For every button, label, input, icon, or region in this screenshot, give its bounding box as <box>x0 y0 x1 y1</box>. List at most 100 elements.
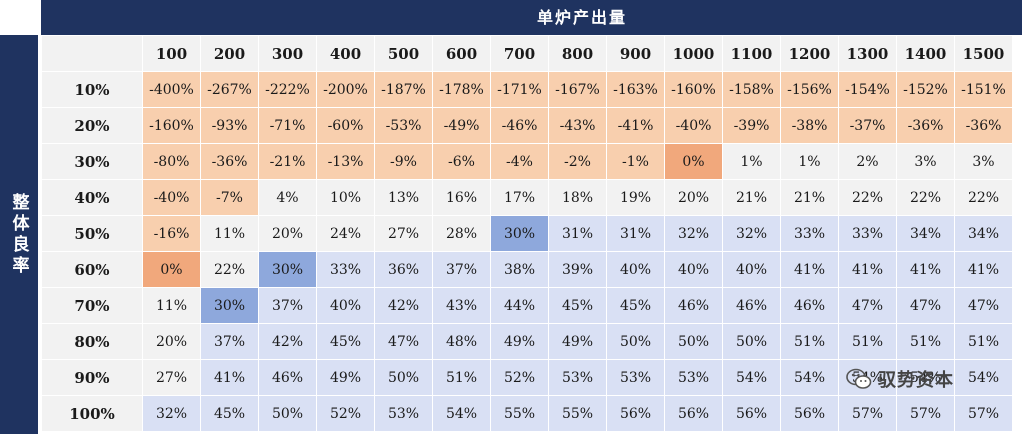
table-cell: 50% <box>258 395 317 432</box>
table-cell: -40% <box>142 179 201 216</box>
table-cell: -222% <box>258 71 317 108</box>
table-cell: -80% <box>142 143 201 180</box>
column-header: 600 <box>432 35 491 72</box>
table-cell: 54% <box>432 395 491 432</box>
wechat-icon <box>846 368 872 390</box>
table-cell: 34% <box>896 215 955 252</box>
table-cell: 20% <box>258 215 317 252</box>
table-row: 30% -80% -36% -21% -13% -9% -6% -4% -2% -1% 0% 1% 1%… <box>41 143 1013 180</box>
table-cell: 52% <box>490 359 549 396</box>
table-cell: -13% <box>316 143 375 180</box>
table-cell: -37% <box>838 107 897 144</box>
column-header: 1400 <box>896 35 955 72</box>
table-cell: 54% <box>954 359 1013 396</box>
column-header: 500 <box>374 35 433 72</box>
table-cell: -49% <box>432 107 491 144</box>
header-band <box>41 0 1022 35</box>
table-cell: -2% <box>548 143 607 180</box>
table-row: 20% -160% -93% -71% -60% -53% -49% -46% -43% -41%… <box>41 107 1013 144</box>
table-cell: 4% <box>258 179 317 216</box>
table-cell: 11% <box>142 287 201 324</box>
table-cell: 49% <box>490 323 549 360</box>
table-cell: 47% <box>838 287 897 324</box>
table-cell: 38% <box>490 251 549 288</box>
table-cell: 49% <box>316 359 375 396</box>
table-cell: -36% <box>896 107 955 144</box>
table-cell: 45% <box>200 395 259 432</box>
table-cell: 47% <box>954 287 1013 324</box>
table-cell: -16% <box>142 215 201 252</box>
table-cell: 46% <box>780 287 839 324</box>
table-cell: 0% <box>664 143 723 180</box>
table-cell: 50% <box>722 323 781 360</box>
table-cell: 45% <box>548 287 607 324</box>
table-cell: -39% <box>722 107 781 144</box>
table-cell: 13% <box>374 179 433 216</box>
table-cell: 45% <box>316 323 375 360</box>
table-row: 50% -16% 11% 20% 24% 27% 28% 30% 31% 31% 32% 32% 33%… <box>41 215 1013 252</box>
table-cell: 56% <box>780 395 839 432</box>
table-cell: 37% <box>432 251 491 288</box>
column-header: 1000 <box>664 35 723 72</box>
row-header: 40% <box>41 179 143 216</box>
table-cell: 20% <box>664 179 723 216</box>
table-cell: -60% <box>316 107 375 144</box>
table-cell: 41% <box>896 251 955 288</box>
table-cell: -152% <box>896 71 955 108</box>
table-cell: 56% <box>722 395 781 432</box>
table-cell: 30% <box>490 215 549 252</box>
table-cell: -156% <box>780 71 839 108</box>
table-cell: 33% <box>838 215 897 252</box>
table-cell: 41% <box>200 359 259 396</box>
table-cell: -46% <box>490 107 549 144</box>
table-cell: 2% <box>838 143 897 180</box>
table-cell: -154% <box>838 71 897 108</box>
table-cell: 41% <box>780 251 839 288</box>
table-cell: 22% <box>200 251 259 288</box>
row-header: 80% <box>41 323 143 360</box>
table-cell: -400% <box>142 71 201 108</box>
table-cell: -187% <box>374 71 433 108</box>
table-cell: -38% <box>780 107 839 144</box>
table-cell: -4% <box>490 143 549 180</box>
column-header: 1300 <box>838 35 897 72</box>
table-cell: 51% <box>432 359 491 396</box>
table-cell: -36% <box>200 143 259 180</box>
table-cell: -167% <box>548 71 607 108</box>
row-header: 30% <box>41 143 143 180</box>
row-header: 10% <box>41 71 143 108</box>
table-cell: 50% <box>374 359 433 396</box>
table-cell: 33% <box>316 251 375 288</box>
table-cell: -267% <box>200 71 259 108</box>
table-cell: 3% <box>954 143 1013 180</box>
table-cell: 40% <box>664 251 723 288</box>
table-cell: 22% <box>954 179 1013 216</box>
table-cell: 19% <box>606 179 665 216</box>
table-cell: -41% <box>606 107 665 144</box>
table-cell: 57% <box>838 395 897 432</box>
table-cell: -200% <box>316 71 375 108</box>
table-cell: 41% <box>838 251 897 288</box>
table-cell: 48% <box>432 323 491 360</box>
corner-cell <box>41 35 143 72</box>
table-row: 10% -400% -267% -222% -200% -187% -178% -171% -1… <box>41 71 1013 108</box>
table-cell: 51% <box>896 323 955 360</box>
table-cell: 37% <box>200 323 259 360</box>
table-cell: -43% <box>548 107 607 144</box>
table-cell: 40% <box>606 251 665 288</box>
table-cell: 51% <box>838 323 897 360</box>
table-cell: -160% <box>142 107 201 144</box>
table-cell: -71% <box>258 107 317 144</box>
table-cell: 30% <box>200 287 259 324</box>
table-cell: -151% <box>954 71 1013 108</box>
table-row: 70% 11% 30% 37% 40% 42% 43% 44% 45% 45% 46% 46% 46% 4… <box>41 287 1013 324</box>
table-cell: 42% <box>258 323 317 360</box>
table-row: 80% 20% 37% 42% 45% 47% 48% 49% 49% 50% 50% 50% 51% 5… <box>41 323 1013 360</box>
table-cell: 54% <box>896 359 955 396</box>
table-body: 10% -400% -267% -222% -200% -187% -178% -171% -1… <box>41 71 1013 432</box>
table-cell: 50% <box>606 323 665 360</box>
table-cell: -40% <box>664 107 723 144</box>
row-axis-title-wrap: 整体良率 <box>0 35 38 434</box>
table-row: 40% -40% -7% 4% 10% 13% 16% 17% 18% 19% 20% 21% 21% 2… <box>41 179 1013 216</box>
table-cell: 30% <box>258 251 317 288</box>
